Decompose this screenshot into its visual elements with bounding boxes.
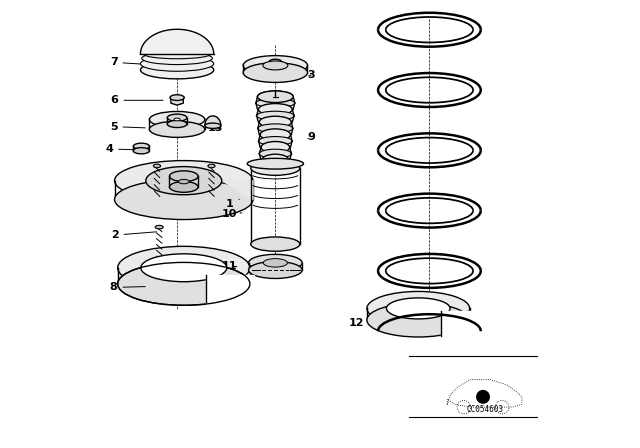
Ellipse shape: [258, 124, 292, 133]
Ellipse shape: [248, 254, 302, 271]
Ellipse shape: [251, 237, 300, 251]
Text: CC054603: CC054603: [467, 405, 504, 414]
Ellipse shape: [179, 179, 189, 184]
Ellipse shape: [261, 142, 290, 153]
Ellipse shape: [146, 167, 221, 195]
Ellipse shape: [115, 179, 253, 220]
Ellipse shape: [367, 292, 470, 325]
Circle shape: [477, 391, 489, 403]
Ellipse shape: [149, 121, 205, 138]
Ellipse shape: [387, 298, 450, 319]
Ellipse shape: [205, 123, 221, 129]
Polygon shape: [442, 311, 479, 340]
Ellipse shape: [208, 164, 215, 168]
Ellipse shape: [154, 164, 161, 168]
Polygon shape: [171, 97, 183, 105]
Ellipse shape: [257, 91, 293, 103]
Ellipse shape: [269, 59, 282, 65]
Ellipse shape: [143, 49, 211, 59]
Ellipse shape: [118, 246, 250, 289]
Text: 3: 3: [307, 70, 315, 80]
Ellipse shape: [260, 129, 291, 141]
Ellipse shape: [115, 160, 253, 201]
Polygon shape: [221, 181, 253, 199]
Ellipse shape: [140, 61, 214, 79]
Ellipse shape: [118, 263, 250, 305]
Ellipse shape: [243, 56, 307, 75]
Ellipse shape: [243, 63, 307, 82]
Ellipse shape: [149, 112, 205, 128]
Text: 5: 5: [110, 122, 145, 132]
Text: 2: 2: [111, 230, 156, 240]
Ellipse shape: [251, 161, 300, 175]
Text: 12: 12: [349, 318, 364, 328]
Ellipse shape: [256, 99, 295, 108]
Ellipse shape: [170, 171, 198, 181]
Ellipse shape: [140, 56, 214, 71]
Ellipse shape: [259, 149, 291, 158]
Ellipse shape: [142, 52, 212, 65]
Ellipse shape: [257, 91, 293, 103]
Ellipse shape: [248, 262, 302, 279]
Ellipse shape: [170, 95, 184, 100]
Text: 8: 8: [110, 282, 145, 293]
Text: 6: 6: [111, 95, 163, 105]
Ellipse shape: [263, 61, 288, 70]
Ellipse shape: [257, 111, 294, 120]
Ellipse shape: [174, 118, 180, 121]
Ellipse shape: [141, 254, 227, 282]
Text: 7: 7: [110, 57, 161, 67]
Ellipse shape: [262, 154, 289, 166]
Ellipse shape: [170, 181, 198, 192]
Ellipse shape: [367, 303, 470, 337]
Ellipse shape: [263, 258, 287, 267]
Ellipse shape: [259, 103, 292, 115]
Ellipse shape: [167, 121, 187, 128]
Text: 11: 11: [222, 262, 237, 271]
Ellipse shape: [260, 162, 291, 171]
Polygon shape: [447, 379, 522, 407]
Text: 1: 1: [226, 199, 239, 209]
Ellipse shape: [247, 158, 303, 169]
Text: 4: 4: [105, 144, 136, 154]
Polygon shape: [140, 29, 214, 54]
Text: 13: 13: [207, 124, 223, 134]
Text: 10: 10: [222, 209, 242, 219]
Polygon shape: [206, 276, 254, 306]
Ellipse shape: [167, 114, 187, 121]
Ellipse shape: [156, 225, 163, 229]
Polygon shape: [205, 116, 221, 126]
Ellipse shape: [133, 148, 149, 154]
Ellipse shape: [259, 116, 291, 128]
Ellipse shape: [133, 143, 149, 150]
Ellipse shape: [259, 137, 292, 146]
Text: 9: 9: [307, 132, 315, 142]
